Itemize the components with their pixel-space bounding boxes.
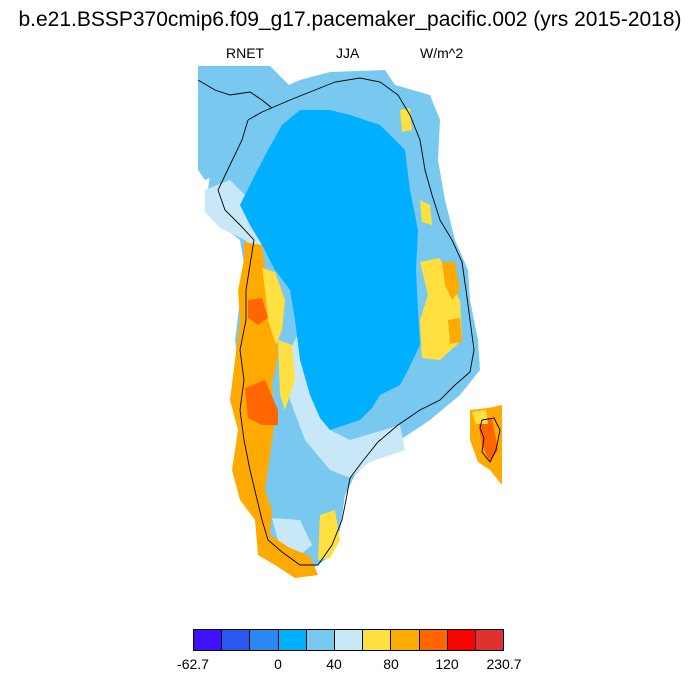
sw-tip-yellow [318, 510, 340, 560]
coastline-island [479, 417, 501, 463]
west-coast-dark-orange-2 [248, 298, 268, 325]
ice-sheet-interior [240, 110, 420, 430]
colorbar-tick-label: 120 [435, 656, 459, 672]
colorbar-swatch [475, 630, 504, 650]
colorbar-tick-label: 40 [326, 656, 342, 672]
units-label: W/m^2 [420, 45, 464, 61]
west-coast-yellow-2 [278, 340, 295, 410]
coastline-nw [197, 79, 273, 109]
colorbar-swatch [250, 630, 279, 650]
variable-label: RNET [226, 45, 265, 61]
colorbar-swatch [447, 630, 476, 650]
plot-title: b.e21.BSSP370cmip6.f09_g17.pacemaker_pac… [18, 8, 682, 31]
se-island-pale [472, 410, 488, 424]
east-coast-orange-2 [448, 318, 462, 344]
colorbar-swatch [391, 630, 420, 650]
colorbar-swatch [222, 630, 251, 650]
west-coast-dark-orange [245, 380, 278, 425]
colorbar-swatch [363, 630, 392, 650]
colorbar-swatch [194, 630, 223, 650]
ne-yellow-spot-2 [400, 108, 412, 132]
season-label: JJA [336, 45, 360, 61]
coastline [217, 77, 475, 566]
colorbar-tick-label: 230.7 [486, 656, 522, 672]
colorbar-tick-label: 0 [274, 656, 282, 672]
colorbar-swatch [306, 630, 335, 650]
colorbar [193, 629, 504, 651]
colorbar-swatch [334, 630, 364, 650]
colorbar-tick-label: 80 [383, 656, 399, 672]
east-coast-orange [442, 262, 460, 300]
colorbar-swatch [278, 630, 307, 650]
ne-yellow-spot [420, 200, 432, 225]
colorbar-swatch [419, 630, 448, 650]
colorbar-tick-label: -62.7 [177, 656, 209, 672]
se-island-dark [478, 418, 498, 462]
west-coast-yellow [262, 268, 285, 345]
